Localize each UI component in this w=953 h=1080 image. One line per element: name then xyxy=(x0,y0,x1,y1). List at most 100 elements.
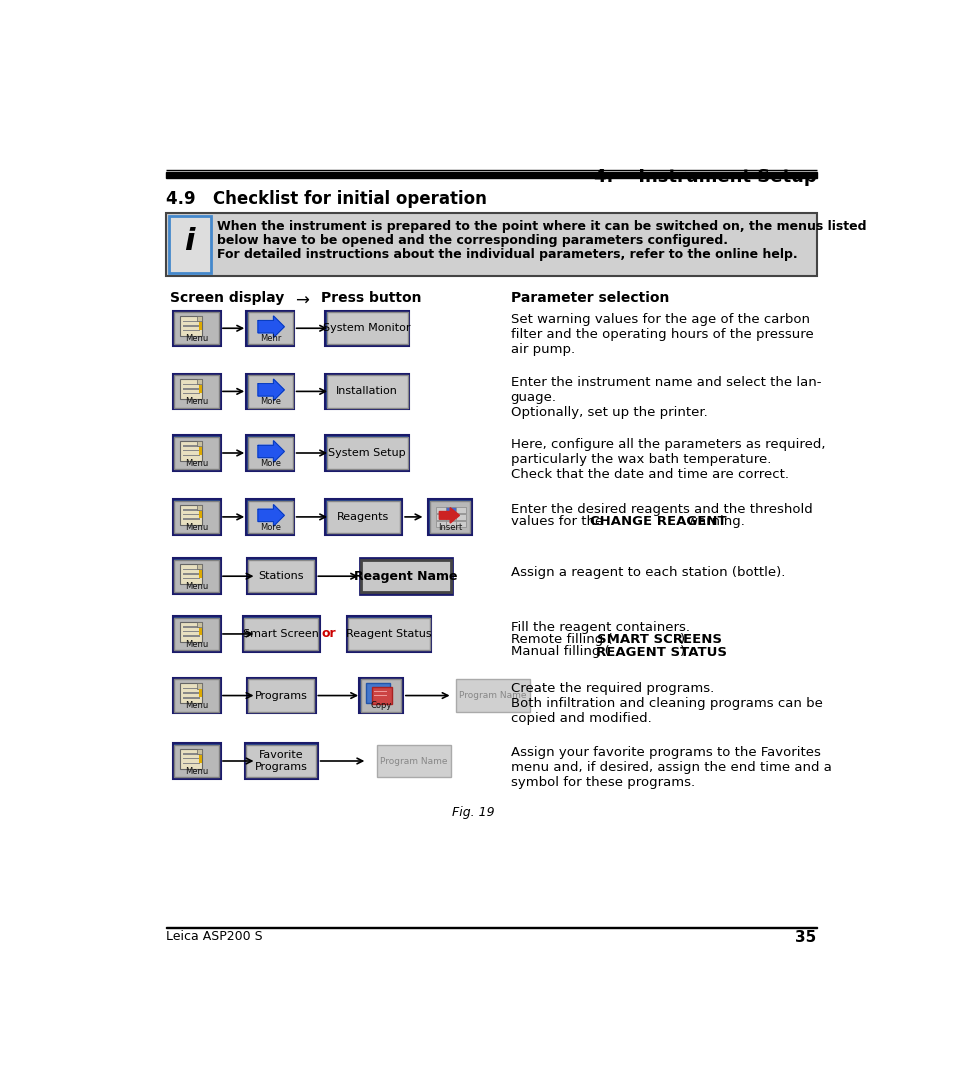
Bar xyxy=(180,316,202,336)
Bar xyxy=(366,684,390,703)
Bar xyxy=(180,441,202,461)
Text: Reagents: Reagents xyxy=(337,512,389,522)
Bar xyxy=(246,311,294,346)
Bar xyxy=(374,691,387,692)
Bar xyxy=(348,618,429,650)
Text: Fig. 19: Fig. 19 xyxy=(452,806,495,819)
Text: REAGENT STATUS: REAGENT STATUS xyxy=(596,646,726,659)
Bar xyxy=(183,578,199,579)
Bar xyxy=(436,507,445,513)
Text: More: More xyxy=(259,459,280,468)
Text: Menu: Menu xyxy=(185,523,208,531)
Bar xyxy=(166,172,816,178)
Text: 4.9   Checklist for initial operation: 4.9 Checklist for initial operation xyxy=(166,190,486,207)
Bar xyxy=(325,499,401,535)
Bar xyxy=(174,561,219,592)
Bar xyxy=(174,436,219,469)
Text: For detailed instructions about the individual parameters, refer to the online h: For detailed instructions about the indi… xyxy=(216,248,797,261)
Text: 35: 35 xyxy=(795,930,816,945)
Bar xyxy=(174,501,219,534)
Text: or: or xyxy=(321,627,335,640)
Bar xyxy=(166,927,816,928)
Text: CHANGE REAGENT: CHANGE REAGENT xyxy=(590,515,726,528)
Text: Reagent Name: Reagent Name xyxy=(354,570,457,583)
Text: ): ) xyxy=(679,633,684,646)
Bar xyxy=(248,375,293,407)
Text: Assign your favorite programs to the Favorites
menu and, if desired, assign the : Assign your favorite programs to the Fav… xyxy=(510,745,831,788)
Bar xyxy=(199,386,202,393)
Bar xyxy=(456,521,465,527)
Text: Menu: Menu xyxy=(185,701,208,711)
Text: Set warning values for the age of the carbon
filter and the operating hours of t: Set warning values for the age of the ca… xyxy=(510,313,813,356)
Bar xyxy=(325,435,409,471)
Bar xyxy=(174,618,219,650)
Bar xyxy=(183,573,199,575)
Bar xyxy=(325,374,409,409)
Bar xyxy=(199,447,202,455)
Bar xyxy=(248,679,314,712)
Bar xyxy=(446,507,456,513)
Bar xyxy=(248,312,293,345)
Bar xyxy=(456,514,465,519)
Bar xyxy=(196,564,202,569)
Bar xyxy=(180,379,202,400)
Bar xyxy=(183,389,199,390)
Text: Stations: Stations xyxy=(258,571,304,581)
Bar xyxy=(196,504,202,510)
Text: Leica ASP200 S: Leica ASP200 S xyxy=(166,930,262,944)
Text: Installation: Installation xyxy=(336,387,397,396)
Bar xyxy=(172,499,220,535)
Text: Programs: Programs xyxy=(254,690,307,701)
Bar xyxy=(183,568,199,570)
Bar xyxy=(326,436,408,469)
Text: 4.    Instrument Setup: 4. Instrument Setup xyxy=(594,168,816,186)
Bar xyxy=(196,441,202,446)
Text: Menu: Menu xyxy=(185,334,208,342)
Bar xyxy=(456,507,465,513)
Text: Assign a reagent to each station (bottle).: Assign a reagent to each station (bottle… xyxy=(510,566,784,579)
Text: More: More xyxy=(259,523,280,531)
Text: Remote filling (: Remote filling ( xyxy=(510,633,612,646)
Bar xyxy=(174,375,219,407)
Bar xyxy=(183,450,199,451)
Polygon shape xyxy=(439,508,459,523)
Bar xyxy=(183,455,199,456)
Text: System Monitor: System Monitor xyxy=(323,323,411,334)
Bar xyxy=(183,692,199,694)
Bar xyxy=(199,570,202,578)
Bar xyxy=(361,561,450,592)
Text: Menu: Menu xyxy=(185,397,208,406)
Bar xyxy=(428,499,472,535)
Bar xyxy=(183,754,199,755)
Bar xyxy=(246,374,294,409)
Bar xyxy=(180,504,202,525)
Bar xyxy=(244,618,317,650)
Bar xyxy=(172,435,220,471)
Bar xyxy=(326,501,399,534)
Bar xyxy=(247,558,315,594)
Bar xyxy=(183,329,199,332)
Bar xyxy=(172,743,220,779)
Text: Program Name: Program Name xyxy=(379,756,447,766)
Bar xyxy=(166,213,816,275)
Polygon shape xyxy=(257,504,284,526)
Text: Copy: Copy xyxy=(370,701,392,711)
Bar xyxy=(196,622,202,627)
Bar xyxy=(169,216,211,273)
Bar xyxy=(183,325,199,327)
Bar xyxy=(183,758,199,759)
Bar xyxy=(180,622,202,642)
Bar xyxy=(183,762,199,764)
Text: When the instrument is prepared to the point where it can be switched on, the me: When the instrument is prepared to the p… xyxy=(216,220,865,233)
Bar xyxy=(446,514,456,519)
Bar xyxy=(172,617,220,651)
Bar xyxy=(248,436,293,469)
Text: ): ) xyxy=(679,646,684,659)
Text: Insert: Insert xyxy=(437,523,462,531)
Polygon shape xyxy=(257,379,284,401)
Bar xyxy=(183,445,199,447)
Bar xyxy=(183,514,199,515)
Bar xyxy=(248,501,293,534)
Text: SMART SCREENS: SMART SCREENS xyxy=(597,633,721,646)
Text: Parameter selection: Parameter selection xyxy=(510,292,668,306)
